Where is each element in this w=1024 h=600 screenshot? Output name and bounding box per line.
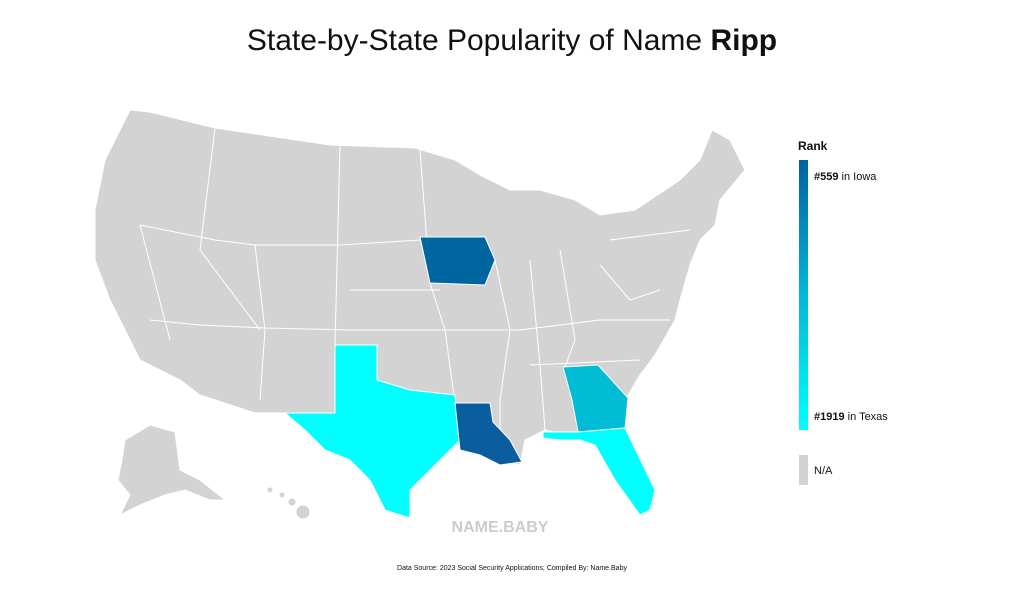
state-hawaii [266, 486, 311, 520]
legend-title: Rank [798, 139, 828, 153]
watermark: NAME.BABY [452, 519, 549, 536]
title-text: State-by-State Popularity of Name [247, 24, 711, 57]
state-texas [283, 344, 461, 519]
title-name: Ripp [710, 24, 777, 57]
footer: Data Source: 2023 Social Security Applic… [397, 565, 627, 572]
legend: Rank #559 in Iowa #1919 in Texas N/A [798, 139, 888, 485]
state-alaska [117, 424, 227, 517]
us-map [94, 109, 746, 520]
title: State-by-State Popularity of Name Ripp [247, 24, 777, 57]
legend-bottom-label: in Texas [845, 411, 889, 423]
legend-bottom: #1919 in Texas [814, 411, 888, 423]
legend-top: #559 in Iowa [814, 171, 877, 183]
legend-bottom-rank: #1919 [814, 411, 845, 423]
state-iowa [419, 236, 496, 286]
legend-gradient [799, 160, 808, 430]
state-louisiana [454, 402, 523, 466]
legend-na-swatch [799, 455, 808, 485]
legend-top-rank: #559 [814, 171, 838, 183]
state-florida [542, 427, 656, 516]
legend-na: N/A [814, 465, 833, 477]
legend-top-label: in Iowa [838, 171, 877, 183]
